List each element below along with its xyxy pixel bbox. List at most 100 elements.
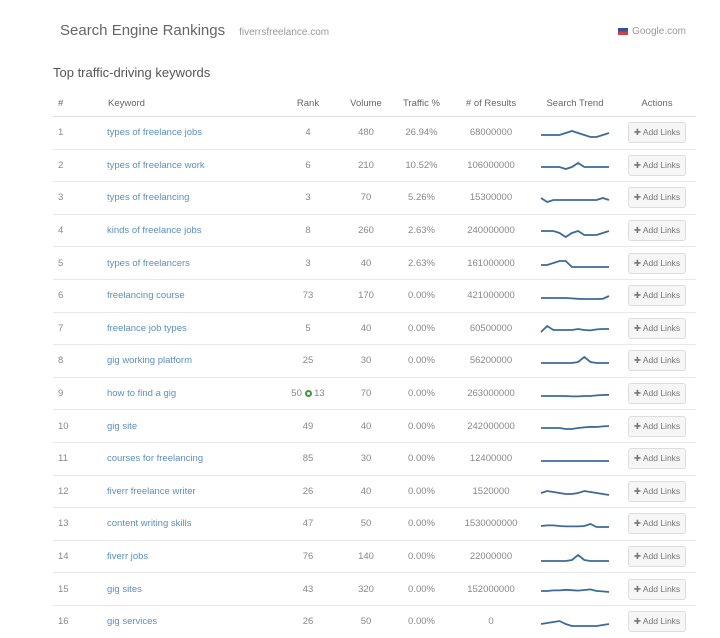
row-number: 15 — [53, 572, 107, 606]
trend-sparkline — [540, 619, 610, 627]
add-links-button[interactable]: ✚ Add Links — [627, 578, 687, 600]
rank-cell: 3 — [277, 246, 339, 280]
add-links-button[interactable]: ✚ Add Links — [627, 317, 687, 339]
add-links-button[interactable]: ✚ Add Links — [627, 480, 687, 502]
rank-cell: 43 — [277, 572, 339, 606]
trend-line — [541, 553, 609, 562]
add-links-button[interactable]: ✚ Add Links — [627, 285, 687, 307]
traffic-cell: 0.00% — [393, 409, 450, 443]
volume-cell: 260 — [339, 213, 393, 247]
keyword-link[interactable]: types of freelance jobs — [107, 116, 277, 150]
trend-cell — [532, 507, 618, 541]
plus-icon: ✚ — [633, 453, 641, 464]
col-traffic[interactable]: Traffic % — [393, 90, 450, 117]
trend-line — [540, 522, 609, 528]
rank-value: 6 — [305, 159, 311, 171]
row-number: 13 — [53, 507, 107, 541]
actions-cell: ✚ Add Links — [618, 539, 696, 573]
keyword-link[interactable]: fiverr freelance writer — [107, 474, 277, 508]
add-links-label: Add Links — [642, 616, 681, 627]
add-links-button[interactable]: ✚ Add Links — [627, 154, 687, 176]
actions-cell: ✚ Add Links — [618, 604, 696, 638]
keyword-link[interactable]: gig sites — [107, 572, 277, 606]
add-links-label: Add Links — [642, 355, 681, 366]
actions-cell: ✚ Add Links — [618, 148, 696, 182]
row-number: 11 — [53, 441, 107, 476]
keyword-link[interactable]: types of freelance work — [107, 148, 277, 182]
plus-icon: ✚ — [633, 388, 641, 399]
plus-icon: ✚ — [633, 355, 641, 366]
domain-label[interactable]: fiverrsfreelance.com — [239, 27, 330, 38]
add-links-label: Add Links — [642, 420, 681, 431]
trend-cell — [532, 409, 618, 443]
results-cell: 0 — [450, 604, 532, 638]
keyword-link[interactable]: kinds of freelance jobs — [107, 213, 277, 247]
actions-cell: ✚ Add Links — [618, 376, 696, 410]
table-row: 16 gig services 26 50 0.00% 0 ✚ Add Link… — [53, 604, 696, 638]
add-links-button[interactable]: ✚ Add Links — [627, 546, 687, 568]
table-header: # Keyword Rank Volume Traffic % # of Res… — [53, 90, 696, 117]
row-number: 3 — [53, 181, 107, 215]
rank-value: 49 — [302, 420, 314, 432]
traffic-cell: 2.63% — [393, 213, 450, 247]
add-links-button[interactable]: ✚ Add Links — [627, 187, 687, 209]
add-links-button[interactable]: ✚ Add Links — [627, 220, 687, 242]
keyword-link[interactable]: fiverr jobs — [107, 539, 277, 573]
add-links-button[interactable]: ✚ Add Links — [627, 252, 687, 274]
plus-icon: ✚ — [633, 322, 641, 333]
trend-line — [541, 229, 610, 238]
keyword-link[interactable]: courses for freelancing — [107, 441, 277, 476]
page-title: Search Engine Rankings — [60, 22, 226, 39]
page-header: Search Engine Rankings fiverrsfreelance.… — [60, 22, 329, 39]
trend-sparkline — [541, 393, 610, 397]
keyword-link[interactable]: gig site — [107, 409, 277, 443]
trend-cell — [532, 213, 618, 247]
add-links-label: Add Links — [642, 453, 681, 464]
add-links-label: Add Links — [642, 159, 681, 170]
add-links-button[interactable]: ✚ Add Links — [627, 122, 687, 144]
keyword-link[interactable]: gig services — [107, 604, 277, 638]
volume-cell: 70 — [339, 181, 393, 215]
plus-icon: ✚ — [633, 159, 641, 170]
col-rank[interactable]: Rank — [277, 90, 339, 117]
add-links-label: Add Links — [642, 518, 681, 529]
keyword-link[interactable]: types of freelancers — [107, 246, 277, 280]
rank-cell: 50 13 — [277, 376, 339, 410]
col-volume[interactable]: Volume — [339, 90, 393, 117]
add-links-button[interactable]: ✚ Add Links — [627, 513, 687, 535]
row-number: 16 — [53, 604, 107, 638]
col-actions: Actions — [618, 90, 696, 117]
results-cell: 22000000 — [450, 539, 532, 573]
rank-value: 8 — [305, 225, 311, 237]
add-links-button[interactable]: ✚ Add Links — [627, 350, 687, 372]
keyword-link[interactable]: freelancing course — [107, 278, 277, 313]
add-links-button[interactable]: ✚ Add Links — [627, 415, 687, 437]
add-links-label: Add Links — [642, 388, 681, 399]
row-number: 9 — [53, 376, 107, 410]
add-links-button[interactable]: ✚ Add Links — [627, 611, 687, 633]
rank-value: 4 — [305, 127, 311, 139]
add-links-button[interactable]: ✚ Add Links — [627, 383, 687, 405]
keyword-link[interactable]: content writing skills — [107, 507, 277, 541]
col-keyword[interactable]: Keyword — [107, 90, 277, 117]
col-number[interactable]: # — [53, 90, 107, 117]
trend-cell — [532, 246, 618, 280]
keyword-link[interactable]: freelance job types — [107, 311, 277, 345]
results-cell: 56200000 — [450, 344, 532, 378]
plus-icon: ✚ — [633, 616, 641, 627]
trend-sparkline — [541, 553, 609, 562]
plus-icon: ✚ — [633, 127, 641, 138]
row-number: 4 — [53, 213, 107, 247]
keyword-link[interactable]: types of freelancing — [107, 181, 277, 215]
keywords-table: # Keyword Rank Volume Traffic % # of Res… — [53, 90, 696, 638]
traffic-cell: 0.00% — [393, 539, 450, 573]
col-results[interactable]: # of Results — [450, 90, 532, 117]
volume-cell: 70 — [339, 376, 393, 410]
rank-value: 73 — [302, 290, 314, 302]
traffic-cell: 5.26% — [393, 181, 450, 215]
row-number: 12 — [53, 474, 107, 508]
volume-cell: 140 — [339, 539, 393, 573]
keyword-link[interactable]: how to find a gig — [107, 376, 277, 410]
keyword-link[interactable]: gig working platform — [107, 344, 277, 378]
add-links-button[interactable]: ✚ Add Links — [627, 448, 687, 470]
